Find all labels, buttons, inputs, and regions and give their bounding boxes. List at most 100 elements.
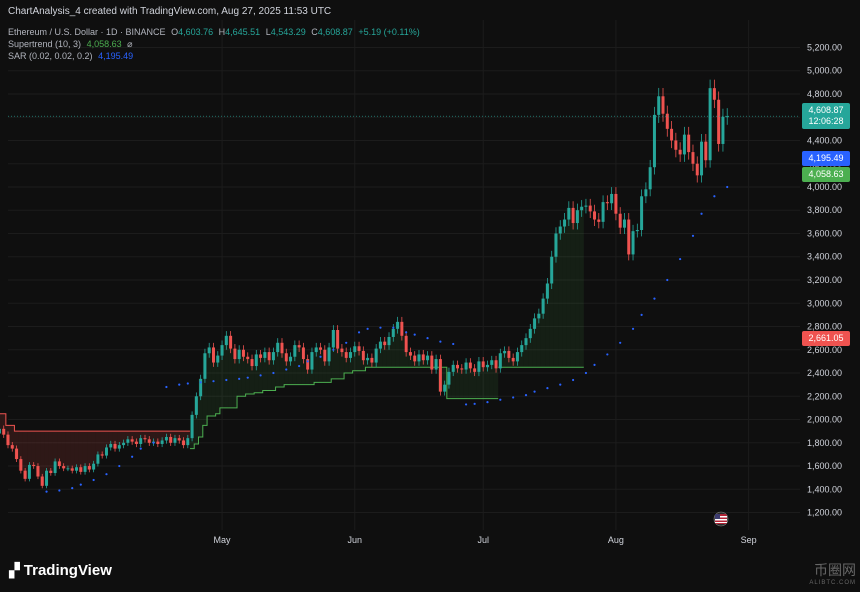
candle-body [224,335,228,346]
sar-dot [165,385,168,389]
candle-body [494,360,498,369]
y-tick-label: 2,000.00 [807,415,842,425]
candle-body [678,149,682,155]
candle-body [400,321,404,336]
supertrend-down-fill [70,431,75,471]
candle-body [104,447,108,456]
supertrend-up-a-fill [481,367,486,399]
close-value: 4,608.87 [317,27,353,37]
supertrend-up-a-fill [395,321,400,368]
supertrend-up-a-fill [262,352,268,391]
candle-body [417,354,421,362]
candle-body [134,441,138,444]
supertrend-up-a-fill [301,359,306,385]
candle-body [250,359,254,367]
supertrend-down-fill [104,431,109,448]
sar-dot [452,342,455,346]
supertrend-down-fill [65,431,71,469]
time-axis[interactable]: May Jun Jul Aug Sep [214,535,757,545]
sar-legend[interactable]: SAR (0.02, 0.02, 0.2) 4,195.49 [8,51,136,61]
candle-body [434,359,438,370]
candle-body [712,88,716,100]
sar-dot [139,447,142,450]
supertrend-up-a-fill [254,354,259,393]
sar-dot [272,371,275,375]
high-label: H [218,27,226,37]
candle-body [610,193,614,204]
close-label: C [311,27,318,37]
y-tick-label: 2,800.00 [807,322,842,332]
y-tick-label: 3,600.00 [807,228,842,238]
candle-body [92,463,96,470]
supertrend-down-fill [108,431,113,444]
supertrend-up-a-fill [241,356,246,397]
candle-body [571,207,575,224]
supertrend-up-b-fill [532,318,537,368]
candle-body [674,140,678,150]
sar-dot [486,400,489,404]
candle-body [87,466,91,470]
flag-icon[interactable] [713,511,729,527]
candle-body [301,347,305,360]
candle-body [336,330,340,349]
candle-body [74,467,78,471]
tradingview-logo[interactable]: ▞ TradingView [9,562,112,579]
supertrend-up-a-fill [202,353,208,426]
candle-body [408,352,412,356]
hidden-eye-icon[interactable]: ⌀ [127,39,133,49]
candle-body [473,368,477,372]
supertrend-down-fill [155,431,160,444]
candle-body [177,438,181,441]
y-tick-label: 2,200.00 [807,391,842,401]
candle-body [19,459,23,471]
candle-body [413,355,417,362]
symbol-legend[interactable]: Ethereum / U.S. Dollar · 1D · BINANCE O4… [8,27,423,37]
candle-body [528,328,532,339]
supertrend-up-a-fill [493,368,499,399]
sar-dot [246,376,249,379]
candle-body [117,445,121,449]
supertrend-up-b-fill [536,313,541,368]
supertrend-legend[interactable]: Supertrend (10, 3) 4,058.63 ⌀ [8,39,136,50]
sar-dot [285,368,288,371]
watermark: 币圈网 ALIBTC.COM [809,560,856,586]
candle-body [2,428,6,435]
supertrend-down-fill [112,431,118,449]
candle-body [241,349,245,357]
candle-body [340,348,344,353]
candle-body [190,414,194,439]
sar-dot [631,327,635,330]
sar-dot [700,212,703,215]
candle-body [66,468,70,470]
y-tick-label: 3,000.00 [807,298,842,308]
candle-body [139,438,143,444]
y-tick-label: 3,800.00 [807,205,842,215]
sar-dot [679,257,682,261]
supertrend-down-fill [121,431,126,443]
supertrend-down-fill [185,431,190,439]
candle-body [520,345,524,353]
supertrend-up-a-fill [442,367,447,385]
candle-body [695,163,699,176]
supertrend-up-a-fill [305,369,310,385]
logo-text: TradingView [23,562,112,579]
sar-dot [691,234,695,237]
supertrend-down-fill [151,431,156,442]
candle-body [207,347,211,354]
candle-body [584,205,588,207]
supertrend-down-fill [87,431,92,470]
candle-body [331,330,335,348]
candle-body [79,467,83,472]
candle-body [644,189,648,197]
candle-body [10,445,14,449]
sar-dot [439,340,442,343]
supertrend-up-b-fill [558,226,563,368]
symbol-name: Ethereum / U.S. Dollar · 1D · BINANCE [8,27,166,37]
watermark-sub: ALIBTC.COM [809,580,856,586]
candle-body [15,448,19,460]
supertrend-down-fill [125,431,131,440]
sar-dot [559,383,562,386]
candle-body [682,134,686,155]
supertrend-up-b-fill [562,219,567,368]
